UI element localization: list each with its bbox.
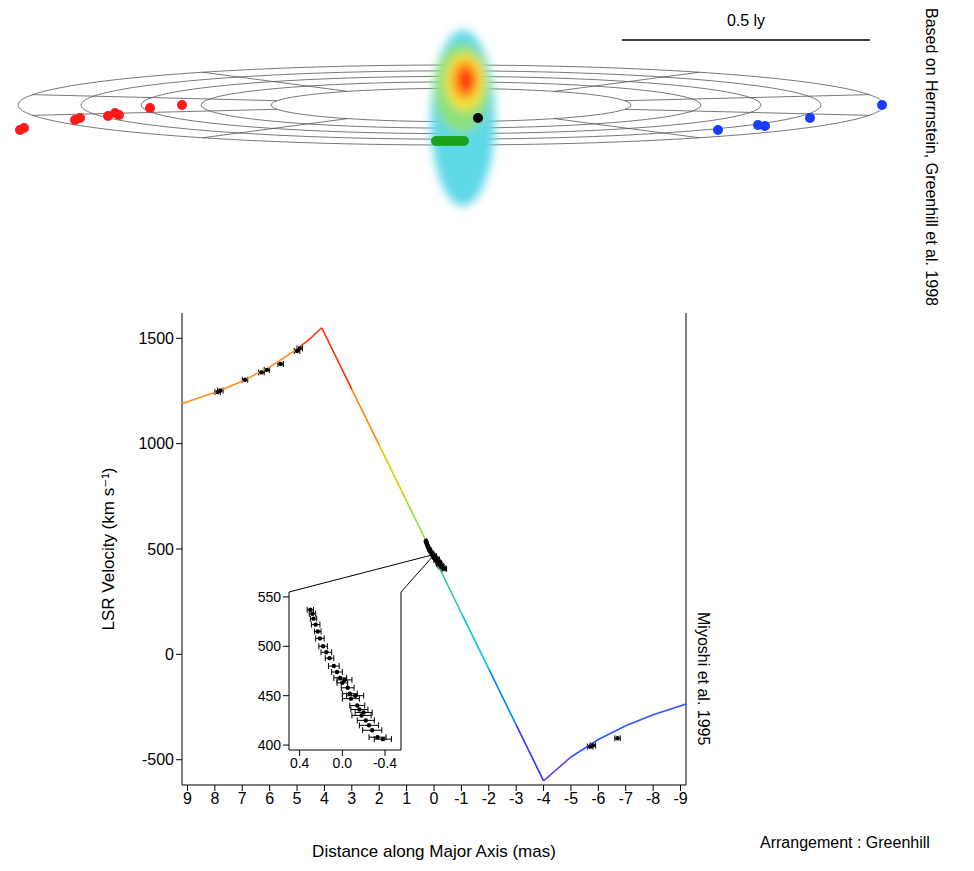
svg-text:0: 0: [165, 646, 174, 663]
svg-text:-0.4: -0.4: [373, 755, 397, 771]
svg-text:450: 450: [258, 688, 282, 704]
html-text:Based on Herrnstein, Greenhill: Based on Herrnstein, Greenhill et al. 19…: [923, 8, 940, 306]
svg-text:500: 500: [258, 638, 282, 654]
svg-text:0: 0: [430, 790, 439, 807]
svg-text:-4: -4: [536, 790, 550, 807]
svg-text:2: 2: [375, 790, 384, 807]
svg-text:Distance along Major Axis (mas: Distance along Major Axis (mas): [312, 842, 556, 861]
svg-text:1000: 1000: [138, 435, 174, 452]
svg-text:-8: -8: [646, 790, 660, 807]
html-text:Miyoshi et al. 1995: Miyoshi et al. 1995: [695, 612, 712, 746]
svg-text:-7: -7: [619, 790, 633, 807]
svg-text:1500: 1500: [138, 330, 174, 347]
svg-text:-3: -3: [509, 790, 523, 807]
svg-text:400: 400: [258, 737, 282, 753]
html-text:Arrangement : Greenhill: Arrangement : Greenhill: [760, 834, 930, 851]
svg-text:9: 9: [183, 790, 192, 807]
svg-text:5: 5: [293, 790, 302, 807]
svg-text:4: 4: [320, 790, 329, 807]
svg-text:LSR Velocity (km s⁻¹): LSR Velocity (km s⁻¹): [99, 468, 118, 631]
svg-text:0.0: 0.0: [333, 755, 353, 771]
svg-text:8: 8: [210, 790, 219, 807]
svg-text:1: 1: [402, 790, 411, 807]
svg-text:-500: -500: [142, 751, 174, 768]
svg-text:500: 500: [147, 541, 174, 558]
svg-text:550: 550: [258, 589, 282, 605]
svg-text:-6: -6: [591, 790, 605, 807]
svg-text:-9: -9: [673, 790, 687, 807]
svg-text:0.5 ly: 0.5 ly: [727, 12, 765, 29]
svg-text:7: 7: [238, 790, 247, 807]
svg-text:6: 6: [265, 790, 274, 807]
svg-text:-2: -2: [482, 790, 496, 807]
svg-text:-1: -1: [454, 790, 468, 807]
svg-text:3: 3: [347, 790, 356, 807]
svg-text:0.4: 0.4: [290, 755, 310, 771]
svg-text:-5: -5: [564, 790, 578, 807]
